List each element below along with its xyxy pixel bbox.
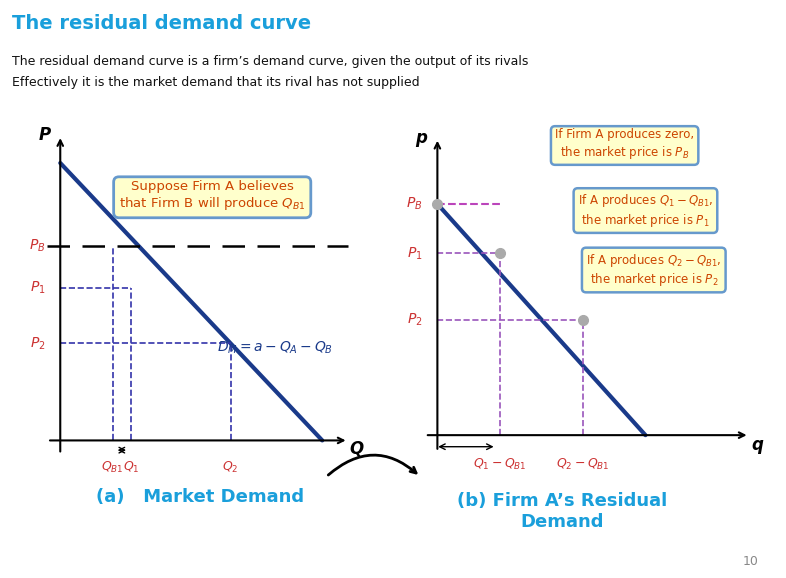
Text: $Q_2$: $Q_2$ xyxy=(222,460,239,475)
Text: $P_1$: $P_1$ xyxy=(30,280,46,296)
Text: $Q_1-Q_{B1}$: $Q_1-Q_{B1}$ xyxy=(473,457,527,472)
Text: 10: 10 xyxy=(743,555,758,568)
Text: q: q xyxy=(752,436,764,454)
Text: The residual demand curve: The residual demand curve xyxy=(12,14,311,34)
Text: $D_M=a−Q_A−Q_B$: $D_M=a−Q_A−Q_B$ xyxy=(218,340,333,356)
Text: $P_2$: $P_2$ xyxy=(407,312,423,328)
Text: If A produces $Q_2 - Q_{B1}$,
the market price is $P_2$: If A produces $Q_2 - Q_{B1}$, the market… xyxy=(586,252,722,288)
Text: Q: Q xyxy=(349,440,363,458)
Text: (a)   Market Demand: (a) Market Demand xyxy=(97,488,304,506)
Text: p: p xyxy=(415,129,427,147)
Text: $Q_{B1}$: $Q_{B1}$ xyxy=(101,460,124,475)
Text: $Q_1$: $Q_1$ xyxy=(123,460,139,475)
Text: $P_1$: $P_1$ xyxy=(407,245,423,262)
Text: Effectively it is the market demand that its rival has not supplied: Effectively it is the market demand that… xyxy=(12,76,420,89)
Text: (b) Firm A’s Residual
Demand: (b) Firm A’s Residual Demand xyxy=(457,492,667,531)
Text: Suppose Firm A believes
that Firm B will produce $Q_{B1}$: Suppose Firm A believes that Firm B will… xyxy=(119,180,306,213)
Text: $P_B$: $P_B$ xyxy=(29,238,46,254)
Text: If Firm A produces zero,
the market price is $P_B$: If Firm A produces zero, the market pric… xyxy=(555,128,694,161)
Text: The residual demand curve is a firm’s demand curve, given the output of its riva: The residual demand curve is a firm’s de… xyxy=(12,55,528,68)
Text: P: P xyxy=(39,126,50,144)
Text: $Q_2-Q_{B1}$: $Q_2-Q_{B1}$ xyxy=(556,457,610,472)
Text: $P_B$: $P_B$ xyxy=(406,196,423,212)
Text: $P_2$: $P_2$ xyxy=(31,335,46,351)
Text: If A produces $Q_1 - Q_{B1}$,
the market price is $P_1$: If A produces $Q_1 - Q_{B1}$, the market… xyxy=(578,192,713,229)
